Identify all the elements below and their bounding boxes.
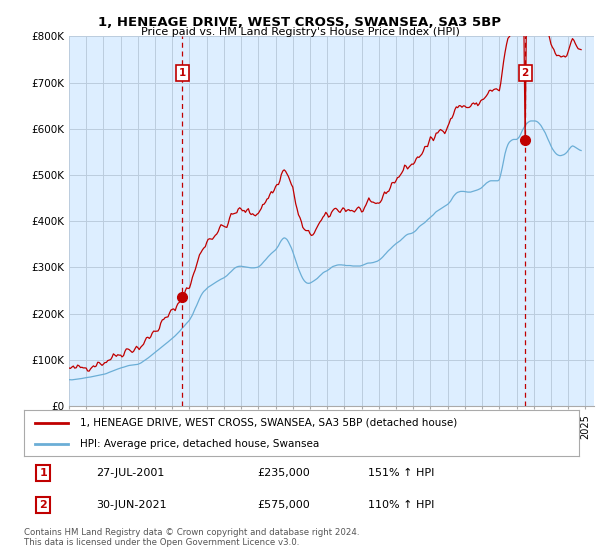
Text: 2: 2	[40, 500, 47, 510]
Text: 110% ↑ HPI: 110% ↑ HPI	[368, 500, 434, 510]
Text: 2: 2	[521, 68, 529, 78]
Text: 1: 1	[40, 468, 47, 478]
Text: 27-JUL-2001: 27-JUL-2001	[96, 468, 164, 478]
Text: 151% ↑ HPI: 151% ↑ HPI	[368, 468, 434, 478]
Text: HPI: Average price, detached house, Swansea: HPI: Average price, detached house, Swan…	[79, 439, 319, 449]
Text: 1, HENEAGE DRIVE, WEST CROSS, SWANSEA, SA3 5BP: 1, HENEAGE DRIVE, WEST CROSS, SWANSEA, S…	[98, 16, 502, 29]
Text: 1, HENEAGE DRIVE, WEST CROSS, SWANSEA, SA3 5BP (detached house): 1, HENEAGE DRIVE, WEST CROSS, SWANSEA, S…	[79, 418, 457, 428]
Text: 1: 1	[178, 68, 186, 78]
Text: Price paid vs. HM Land Registry's House Price Index (HPI): Price paid vs. HM Land Registry's House …	[140, 27, 460, 37]
Text: 30-JUN-2021: 30-JUN-2021	[96, 500, 167, 510]
Text: Contains HM Land Registry data © Crown copyright and database right 2024.
This d: Contains HM Land Registry data © Crown c…	[24, 528, 359, 547]
Text: £575,000: £575,000	[257, 500, 310, 510]
Text: £235,000: £235,000	[257, 468, 310, 478]
